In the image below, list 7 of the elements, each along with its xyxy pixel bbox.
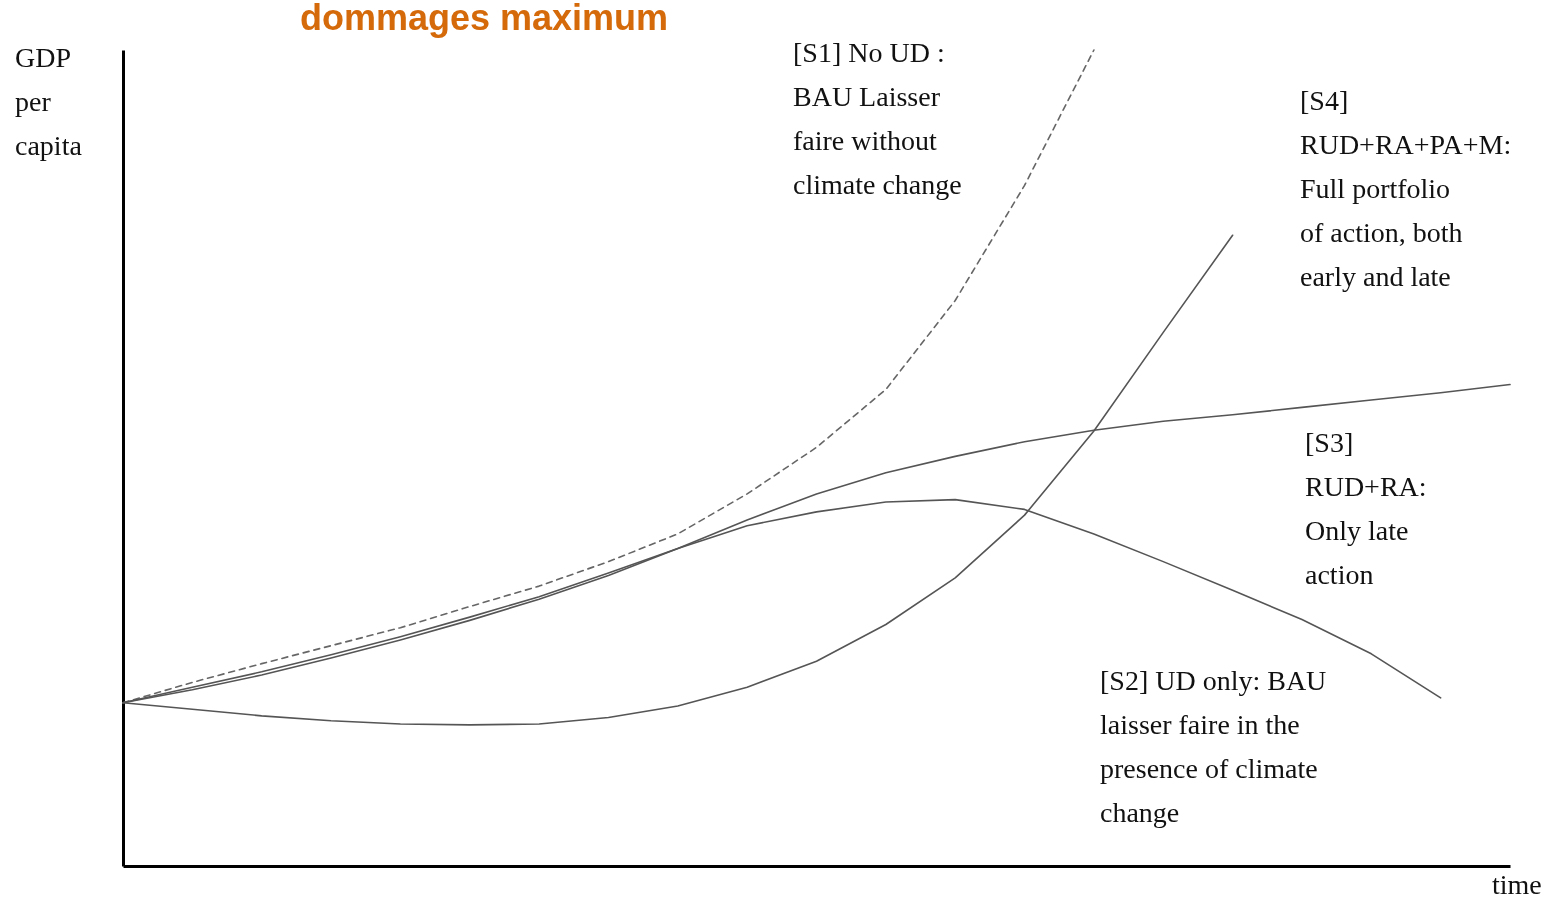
text: [S4] RUD+RA+PA+M: Full portfolio of action, both early and late: [1300, 85, 1512, 292]
series-label: [S2] UD only: BAU laisser faire in the presence of climate change: [1100, 665, 1327, 828]
y-axis-title: GDP per capita: [15, 42, 83, 161]
series-label: [S1] No UD : BAU Laisser faire without climate change: [793, 37, 962, 200]
series-label: [S3] RUD+RA: Only late action: [1305, 427, 1427, 590]
chart-title: dommages maximum: [300, 0, 669, 38]
x-axis-title: time: [1492, 869, 1542, 900]
